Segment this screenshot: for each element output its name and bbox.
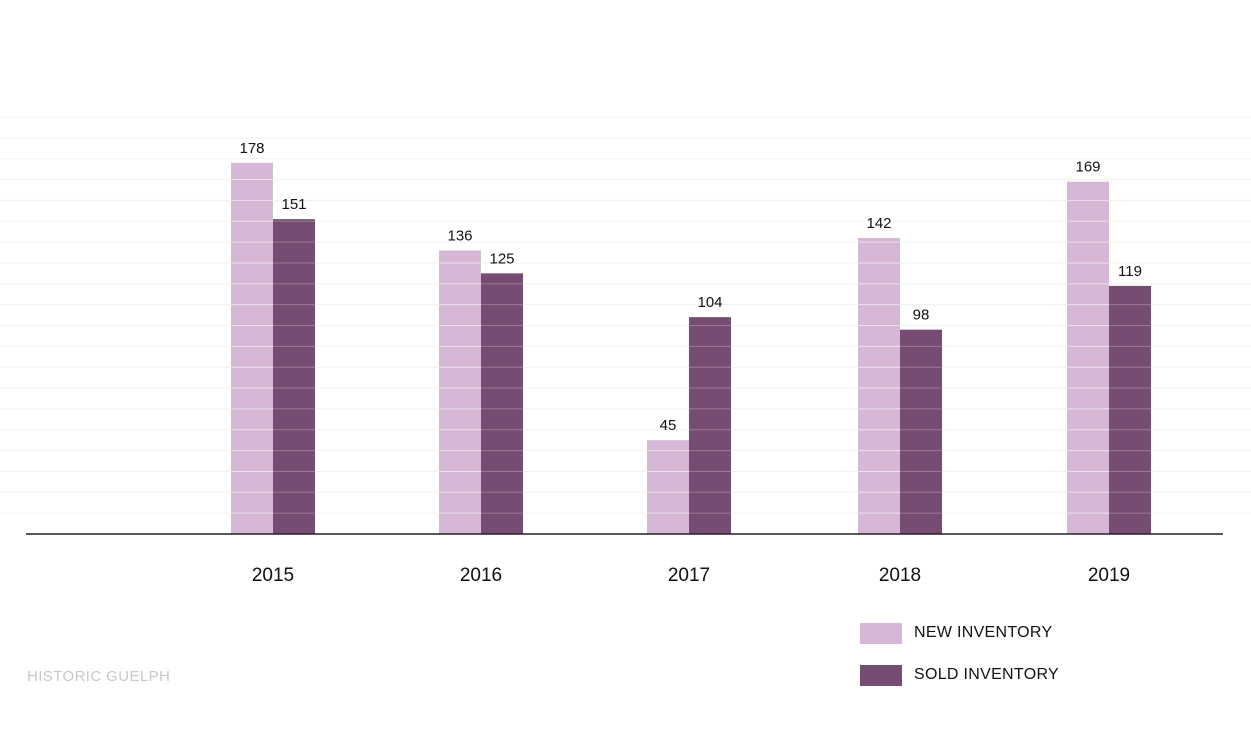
x-tick-label-2015: 2015 — [252, 565, 294, 586]
bar-new-2018 — [858, 237, 900, 534]
legend-item-sold-inventory: SOLD INVENTORY — [860, 664, 1059, 686]
category-labels: 2015 2016 2017 2018 2019 — [252, 565, 1130, 586]
legend-item-new-inventory: NEW INVENTORY — [860, 622, 1059, 644]
value-label-sold-2017: 104 — [697, 294, 722, 311]
bars — [231, 162, 1151, 535]
value-label-new-2018: 142 — [866, 215, 891, 232]
legend-label-sold-inventory: SOLD INVENTORY — [914, 666, 1059, 683]
value-label-new-2019: 169 — [1075, 159, 1100, 176]
bar-sold-2019 — [1109, 285, 1151, 534]
x-tick-label-2018: 2018 — [879, 565, 921, 586]
value-label-sold-2019: 119 — [1118, 263, 1142, 280]
bar-new-2019 — [1067, 181, 1109, 534]
source-label: HISTORIC GUELPH — [27, 668, 171, 685]
x-tick-label-2017: 2017 — [668, 565, 710, 586]
bar-sold-2017 — [689, 317, 731, 534]
legend-swatch-sold-inventory — [860, 664, 902, 686]
x-tick-label-2016: 2016 — [460, 565, 502, 586]
bar-sold-2016 — [481, 273, 523, 534]
legend-label-new-inventory: NEW INVENTORY — [914, 624, 1053, 641]
legend-swatch-new-inventory — [860, 622, 902, 644]
bar-new-2015 — [231, 162, 273, 534]
value-labels: 178 151 136 125 45 104 142 98 169 119 — [239, 140, 1141, 434]
bar-new-2016 — [439, 250, 481, 534]
bar-new-2017 — [647, 440, 689, 534]
bar-sold-2018 — [900, 329, 942, 534]
legend: NEW INVENTORY SOLD INVENTORY — [860, 622, 1059, 706]
value-label-new-2015: 178 — [239, 140, 264, 157]
bar-stripes — [231, 179, 1151, 514]
value-label-sold-2018: 98 — [913, 307, 930, 324]
bar-sold-2015 — [273, 219, 315, 535]
gridlines — [0, 116, 1251, 514]
value-label-new-2016: 136 — [447, 227, 472, 244]
value-label-sold-2015: 151 — [281, 196, 306, 213]
value-label-new-2017: 45 — [660, 417, 677, 434]
x-tick-label-2019: 2019 — [1088, 565, 1130, 586]
value-label-sold-2016: 125 — [489, 250, 514, 267]
